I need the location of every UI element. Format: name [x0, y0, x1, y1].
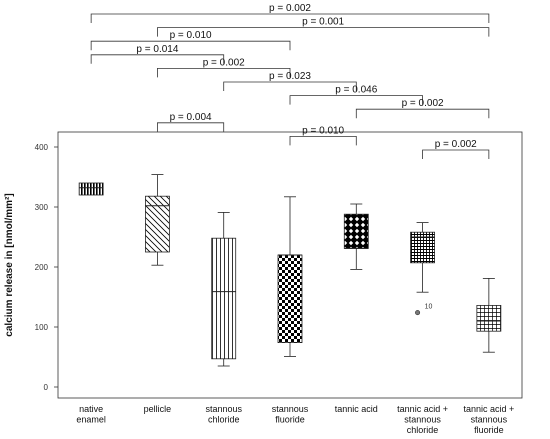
bracket-line — [157, 122, 225, 132]
interquartile-box — [343, 213, 369, 249]
category-label: tannic acid + stannous fluoride — [463, 404, 514, 434]
category-label-line: tannic acid — [335, 404, 378, 414]
bracket-line — [90, 40, 291, 51]
y-tick-label: 0 — [44, 383, 49, 392]
interquartile-box — [476, 304, 502, 332]
significance-layer: p = 0.002 p = 0.001 p = 0.010 p = 0.014 p = … — [90, 3, 490, 159]
axis-layer: 0 100 200 300 400 calcium release in [nmol/mm… — [4, 131, 523, 399]
p-value-label: p = 0.001 — [302, 17, 344, 28]
outlier-label: 10 — [425, 304, 433, 311]
box-2 — [211, 211, 237, 367]
box-4 — [343, 203, 369, 270]
category-label: tannic acid — [335, 404, 378, 414]
p-value-label: p = 0.002 — [203, 57, 245, 68]
category-label-line: fluoride — [275, 415, 305, 425]
interquartile-box — [78, 182, 104, 196]
interquartile-box — [211, 237, 237, 360]
category-label: stannous fluoride — [272, 404, 309, 425]
category-label-line: stannous — [404, 415, 441, 425]
bracket-line — [289, 95, 423, 105]
y-tick-label: 300 — [35, 203, 49, 212]
interquartile-box — [145, 195, 170, 253]
category-label: tannic acid + stannous chloride — [397, 404, 448, 434]
bracket-line — [157, 68, 291, 78]
p-value-label: p = 0.002 — [402, 98, 444, 109]
significance-bracket: p = 0.023 — [223, 71, 357, 91]
outlier-point — [415, 310, 421, 316]
y-axis-label: calcium release in [nmol/mm²] — [4, 193, 15, 336]
bracket-line — [289, 135, 357, 146]
bracket-line — [223, 81, 357, 91]
box-0 — [78, 182, 104, 196]
category-label-line: tannic acid + — [463, 404, 514, 414]
significance-bracket: p = 0.004 — [157, 112, 225, 132]
category-label-line: enamel — [76, 415, 106, 425]
bracket-line — [157, 27, 490, 37]
p-value-label: p = 0.002 — [269, 3, 311, 14]
box-layer: 10 — [78, 174, 502, 367]
box-1 — [145, 174, 170, 266]
p-value-label: p = 0.002 — [435, 139, 477, 150]
bracket-line — [90, 54, 225, 64]
bracket-line — [422, 149, 490, 159]
box-5: 10 — [410, 222, 435, 316]
category-label-line: native — [79, 404, 103, 414]
plot-frame — [57, 131, 523, 399]
y-tick-label: 100 — [35, 323, 49, 332]
y-tick-label: 200 — [35, 263, 49, 272]
category-label-line: pellicle — [144, 404, 172, 414]
interquartile-box — [277, 254, 303, 343]
significance-bracket: p = 0.014 — [90, 44, 225, 64]
significance-bracket: p = 0.002 — [90, 3, 490, 23]
category-label: stannous chloride — [205, 404, 242, 425]
p-value-label: p = 0.014 — [136, 44, 178, 55]
significance-bracket: p = 0.002 — [157, 57, 291, 78]
p-value-label: p = 0.046 — [335, 85, 377, 96]
category-label-line: chloride — [208, 415, 240, 425]
category-label-line: stannous — [272, 404, 309, 414]
category-label-line: chloride — [407, 425, 439, 434]
p-value-label: p = 0.010 — [302, 125, 344, 136]
category-label: pellicle — [144, 404, 172, 414]
box-6 — [476, 277, 502, 353]
category-label-line: stannous — [471, 415, 508, 425]
significance-bracket: p = 0.002 — [355, 98, 490, 119]
y-tick-label: 400 — [35, 143, 49, 152]
bracket-line — [90, 13, 490, 23]
bracket-line — [355, 108, 490, 119]
p-value-label: p = 0.004 — [170, 112, 212, 123]
p-value-label: p = 0.023 — [269, 71, 311, 82]
category-label-line: fluoride — [474, 425, 504, 434]
category-label: native enamel — [76, 404, 106, 425]
significance-bracket: p = 0.010 — [289, 125, 357, 146]
significance-bracket: p = 0.001 — [157, 17, 490, 37]
category-label-line: tannic acid + — [397, 404, 448, 414]
significance-bracket: p = 0.002 — [422, 139, 490, 159]
p-value-label: p = 0.010 — [170, 30, 212, 41]
category-label-line: stannous — [205, 404, 242, 414]
significance-bracket: p = 0.046 — [289, 85, 423, 105]
box-3 — [277, 196, 303, 357]
significance-bracket: p = 0.010 — [90, 30, 291, 51]
